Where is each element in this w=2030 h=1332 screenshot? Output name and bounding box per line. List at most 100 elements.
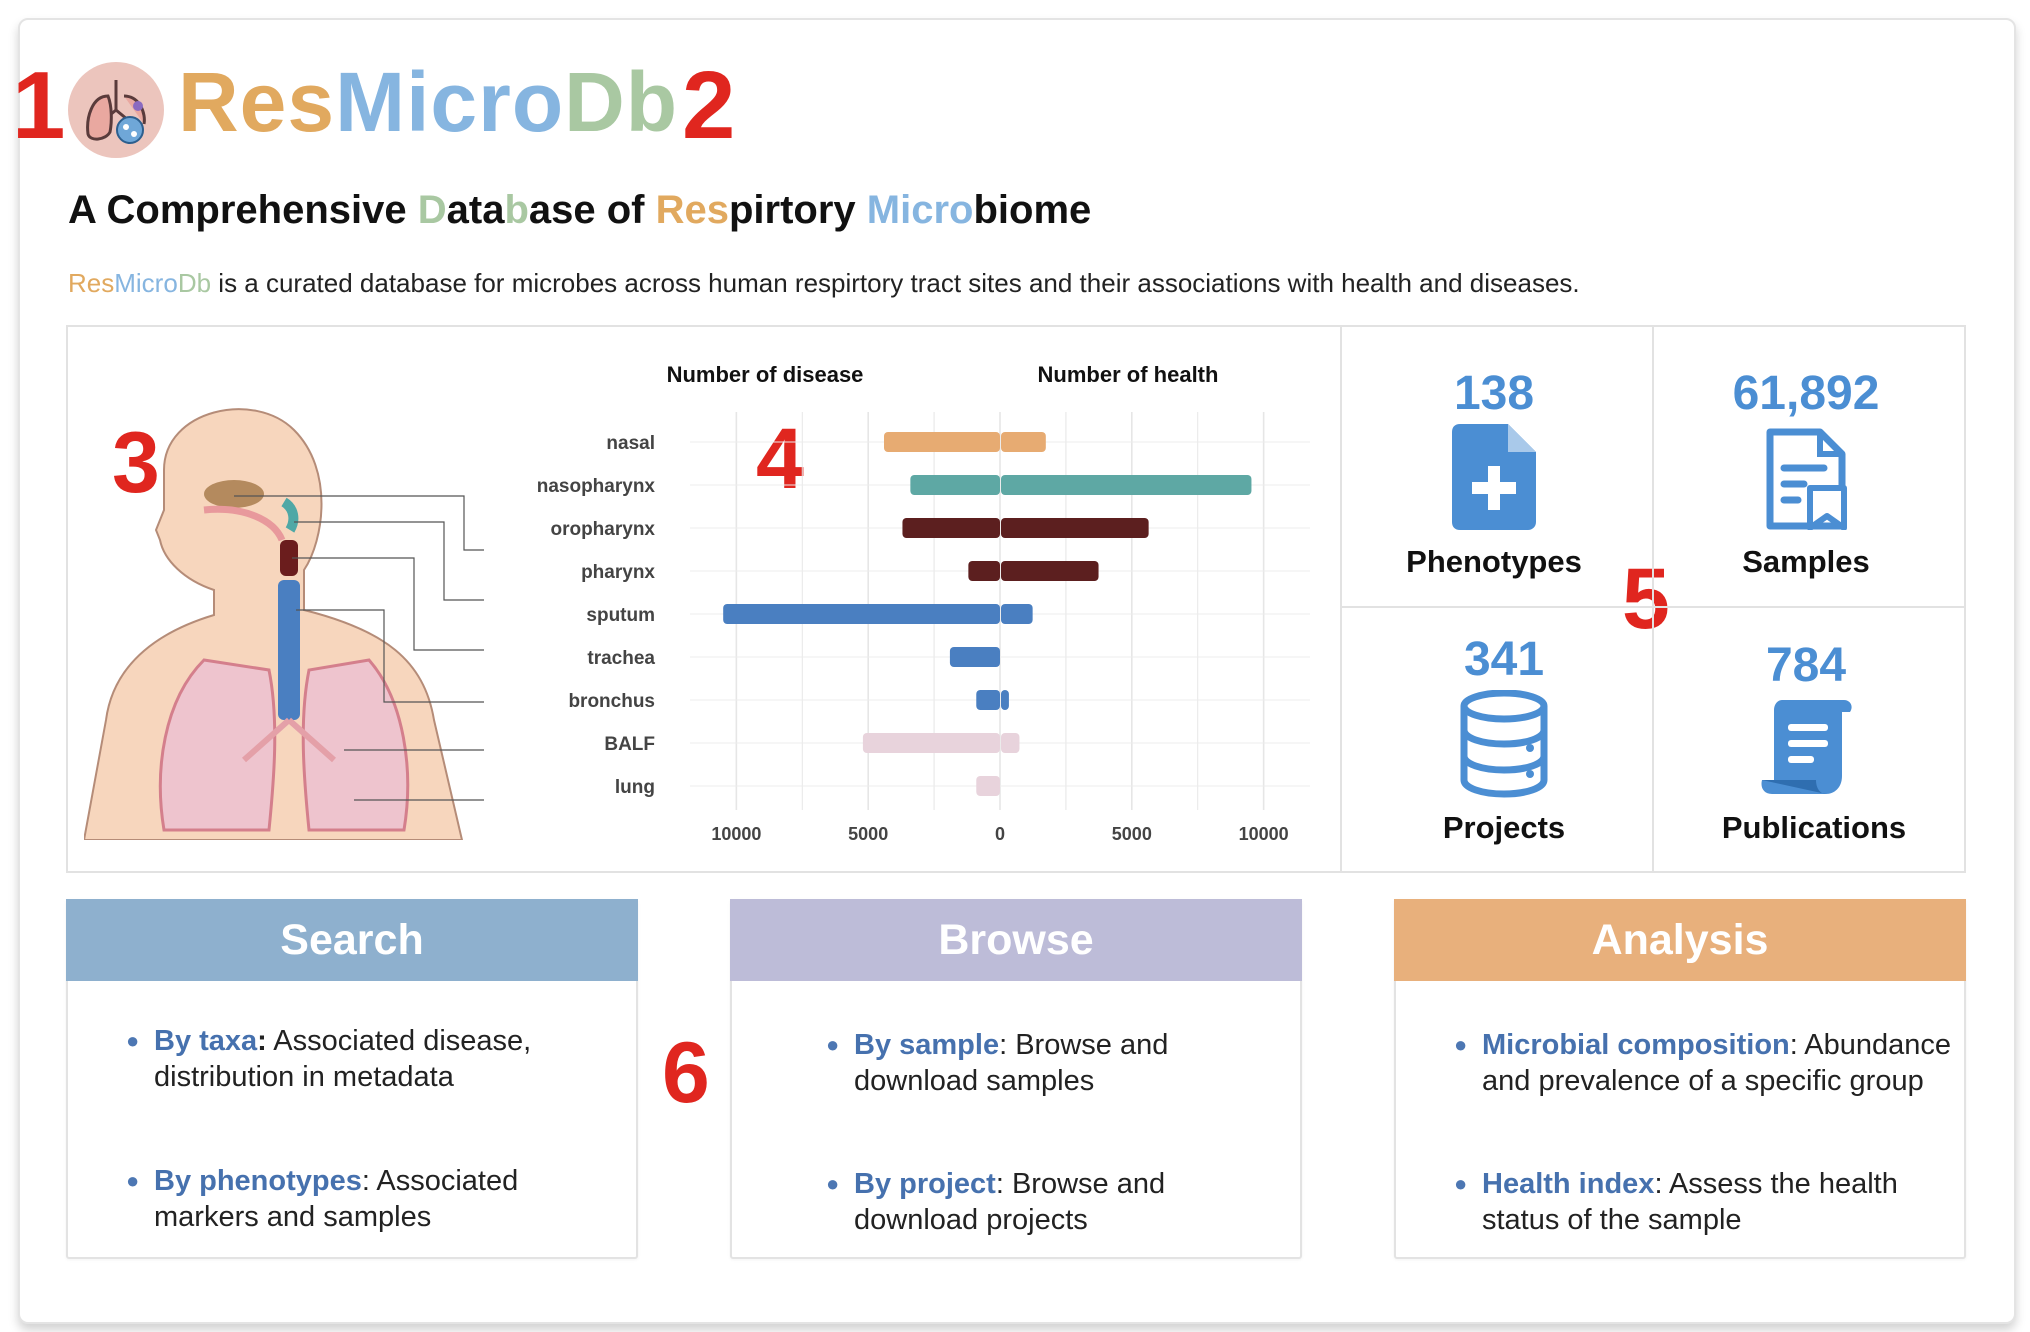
brand-title[interactable]: ResMicroDb <box>178 60 678 144</box>
brand-part-res: Res <box>178 55 336 149</box>
tick-label: 10000 <box>1239 824 1289 844</box>
browse-by-sample-text: Browse and download samples <box>854 1029 1169 1097</box>
tagline-brand-db: Db <box>177 268 212 298</box>
category-label: lung <box>615 777 655 798</box>
search-by-taxa-text: Associated disease, distribution in meta… <box>154 1025 532 1093</box>
disease-bar <box>862 733 1000 753</box>
analysis-panel-title[interactable]: Analysis <box>1394 899 1966 981</box>
search-by-phenotypes-key[interactable]: By phenotypes <box>154 1165 362 1197</box>
disease-bar <box>968 561 1000 581</box>
category-label: pharynx <box>581 562 655 583</box>
tagline-text: is a curated database for microbes acros… <box>211 268 1580 298</box>
brand-part-db: Db <box>564 55 679 149</box>
headline-segment: ase of <box>528 188 656 232</box>
category-label: trachea <box>587 648 655 669</box>
health-bar <box>1001 432 1046 452</box>
analysis-microbial-composition-key[interactable]: Microbial composition <box>1482 1029 1790 1061</box>
medical-document-plus-icon <box>1452 424 1536 530</box>
analysis-health-index-text: Assess the health status of the sample <box>1482 1168 1898 1236</box>
stats-divider-vertical <box>1652 327 1654 871</box>
marker-5: 5 <box>1622 551 1670 647</box>
analysis-health-index[interactable]: ● Health index: Assess the health status… <box>1454 1166 1952 1238</box>
respiratory-anatomy-illustration <box>84 408 484 840</box>
health-bar <box>1001 518 1149 538</box>
browse-by-project-text: Browse and download projects <box>854 1168 1166 1236</box>
stats-divider-horizontal <box>1342 606 1964 608</box>
health-bar <box>1001 475 1252 495</box>
analysis-health-index-key[interactable]: Health index <box>1482 1168 1655 1200</box>
bullet-icon: ● <box>1454 1171 1468 1196</box>
bullet-icon: ● <box>826 1171 840 1196</box>
page-headline: A Comprehensive Database of Respirtory M… <box>68 190 1091 230</box>
marker-6: 6 <box>662 1025 710 1121</box>
stat-samples-label: Samples <box>1742 544 1870 579</box>
tick-label: 10000 <box>711 824 761 844</box>
headline-segment: Res <box>655 188 729 232</box>
disease-bar <box>723 604 1000 624</box>
disease-bar <box>884 432 1000 452</box>
analysis-panel[interactable]: Analysis ● Microbial composition: Abunda… <box>1394 899 1966 1259</box>
chart-right-title: Number of health <box>1038 362 1219 387</box>
overview-panel <box>66 325 1966 873</box>
panel-divider <box>1340 327 1342 871</box>
tagline: ResMicroDb is a curated database for mic… <box>68 270 1580 296</box>
category-label: nasal <box>606 433 655 454</box>
logo-icon[interactable] <box>68 62 164 158</box>
bullet-icon: ● <box>126 1168 140 1193</box>
analysis-microbial-composition-sep: : <box>1789 1029 1798 1061</box>
analysis-health-index-sep: : <box>1654 1168 1663 1200</box>
scroll-icon <box>1761 700 1852 794</box>
marker-2: 2 <box>682 52 736 159</box>
health-bar <box>1001 690 1009 710</box>
browse-by-project[interactable]: ● By project: Browse and download projec… <box>826 1166 1274 1238</box>
headline-segment: A Comprehensive <box>68 188 418 232</box>
search-by-taxa[interactable]: ● By taxa: Associated disease, distribut… <box>126 1023 614 1095</box>
tick-label: 5000 <box>1112 824 1152 844</box>
disease-bar <box>976 690 1000 710</box>
stat-phenotypes-label: Phenotypes <box>1406 544 1582 579</box>
tick-label: 0 <box>995 824 1005 844</box>
category-label: oropharynx <box>550 519 655 540</box>
document-bookmark-icon <box>1766 428 1847 530</box>
browse-panel[interactable]: Browse ● By sample: Browse and download … <box>730 899 1302 1259</box>
search-panel[interactable]: Search ● By taxa: Associated disease, di… <box>66 899 638 1259</box>
brand-part-micro: Micro <box>335 55 565 149</box>
stat-samples-value: 61,892 <box>1732 367 1880 420</box>
tagline-brand-res: Res <box>68 268 115 298</box>
stat-projects-label: Projects <box>1442 810 1566 845</box>
search-by-phenotypes-text: Associated markers and samples <box>154 1165 519 1233</box>
search-panel-title[interactable]: Search <box>66 899 638 981</box>
browse-panel-title[interactable]: Browse <box>730 899 1302 981</box>
search-by-phenotypes[interactable]: ● By phenotypes: Associated markers and … <box>126 1163 614 1235</box>
health-bar <box>1001 561 1099 581</box>
tick-label: 5000 <box>848 824 888 844</box>
search-by-taxa-key[interactable]: By taxa <box>154 1025 258 1057</box>
stat-publications-value: 784 <box>1765 639 1847 692</box>
headline-segment: pirtory <box>728 188 867 232</box>
category-label: nasopharynx <box>537 476 656 497</box>
health-bar <box>1001 733 1020 753</box>
analysis-microbial-composition[interactable]: ● Microbial composition: Abundance and p… <box>1454 1027 1952 1099</box>
category-label: bronchus <box>568 691 655 712</box>
headline-segment: biome <box>973 188 1092 232</box>
health-bar <box>1001 604 1033 624</box>
browse-by-project-key[interactable]: By project <box>854 1168 996 1200</box>
browse-by-sample-key[interactable]: By sample <box>854 1029 1000 1061</box>
search-by-phenotypes-sep: : <box>361 1165 370 1197</box>
bullet-icon: ● <box>826 1032 840 1057</box>
category-label: BALF <box>604 734 655 755</box>
disease-bar <box>949 647 1000 667</box>
lungs-microbe-icon <box>86 80 146 144</box>
bullet-icon: ● <box>1454 1032 1468 1057</box>
disease-bar <box>902 518 1000 538</box>
category-label: sputum <box>586 605 655 626</box>
sample-distribution-chart: Number of disease Number of health nasal na… <box>537 362 1310 844</box>
browse-by-sample[interactable]: ● By sample: Browse and download samples <box>826 1027 1274 1099</box>
stat-publications-label: Publications <box>1721 810 1907 845</box>
tagline-brand-micro: Micro <box>114 268 178 298</box>
marker-4: 4 <box>756 411 804 507</box>
browse-by-sample-sep: : <box>999 1029 1008 1061</box>
database-icon <box>1460 690 1548 798</box>
chart-left-title: Number of disease <box>667 362 864 387</box>
disease-bar <box>976 776 1000 796</box>
